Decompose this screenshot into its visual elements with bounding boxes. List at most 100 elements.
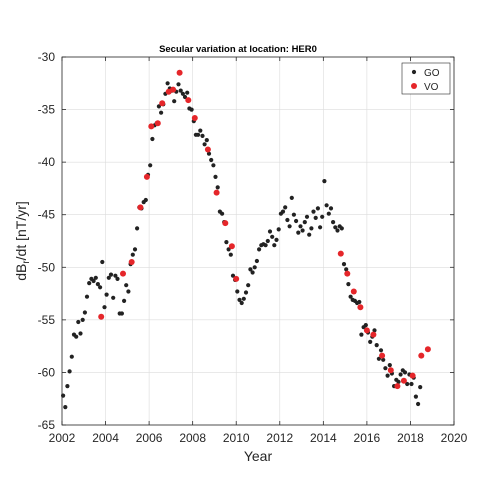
- data-point-go: [296, 230, 301, 235]
- x-tick-label: 2010: [223, 431, 250, 445]
- data-point-go: [215, 185, 220, 190]
- data-point-go: [220, 211, 225, 216]
- data-point-go: [111, 295, 116, 300]
- data-point-go: [113, 273, 118, 278]
- legend-label-go: GO: [424, 68, 440, 79]
- data-points: [61, 69, 431, 410]
- x-tick-label: 2006: [136, 431, 163, 445]
- data-point-go: [298, 224, 303, 229]
- data-point-go: [74, 334, 79, 339]
- data-point-go: [324, 203, 329, 208]
- data-point-go: [335, 228, 340, 233]
- data-point-go: [387, 363, 392, 368]
- legend-box: [401, 62, 451, 95]
- data-point-go: [285, 217, 290, 223]
- data-point-vo: [357, 304, 364, 311]
- data-point-go: [291, 212, 296, 217]
- data-point-go: [322, 179, 327, 184]
- legend-marker-vo: [411, 83, 417, 89]
- data-point-vo: [379, 352, 386, 359]
- y-tick-label: -65: [38, 418, 56, 432]
- data-point-go: [124, 283, 129, 288]
- data-point-go: [374, 343, 379, 348]
- data-point-go: [416, 401, 421, 407]
- data-point-go: [385, 373, 390, 378]
- data-point-go: [283, 205, 288, 210]
- x-tick-label: 2016: [354, 431, 381, 445]
- y-tick-label: -35: [38, 103, 56, 117]
- data-point-go: [304, 214, 310, 219]
- data-point-go: [185, 90, 190, 95]
- data-point-go: [91, 278, 96, 284]
- data-point-go: [126, 289, 131, 294]
- data-point-go: [413, 394, 418, 399]
- legend-marker-go: [411, 69, 417, 75]
- data-point-vo: [337, 250, 344, 257]
- data-point-go: [341, 262, 347, 267]
- data-point-go: [241, 296, 246, 301]
- data-point-go: [202, 142, 207, 147]
- data-point-go: [211, 163, 216, 168]
- data-point-vo: [170, 86, 177, 93]
- data-point-go: [363, 323, 368, 328]
- data-point-go: [200, 133, 205, 138]
- data-point-go: [378, 348, 384, 353]
- data-point-go: [82, 310, 87, 315]
- data-point-go: [182, 94, 188, 100]
- data-point-vo: [228, 243, 235, 250]
- plot-frame: [61, 56, 455, 426]
- data-point-go: [257, 247, 262, 252]
- data-point-go: [176, 82, 181, 87]
- data-point-go: [265, 238, 270, 244]
- data-point-go: [320, 214, 325, 219]
- data-point-go: [272, 243, 277, 248]
- data-point-vo: [128, 259, 135, 265]
- x-tick-label: 2020: [441, 431, 468, 445]
- data-point-go: [178, 88, 183, 93]
- data-point-go: [418, 385, 423, 390]
- data-point-vo: [394, 383, 401, 390]
- data-point-go: [69, 354, 74, 359]
- data-point-go: [250, 270, 255, 275]
- data-point-go: [150, 136, 155, 142]
- series-vo: [98, 69, 431, 390]
- data-point-go: [398, 372, 403, 377]
- data-point-go: [189, 107, 194, 112]
- data-point-go: [328, 206, 334, 211]
- data-point-vo: [409, 372, 416, 379]
- data-point-go: [339, 226, 344, 231]
- data-point-go: [372, 328, 377, 333]
- data-point-go: [311, 209, 316, 214]
- data-point-go: [263, 243, 268, 248]
- data-point-go: [359, 332, 364, 337]
- data-point-go: [165, 81, 170, 86]
- data-point-go: [344, 267, 349, 272]
- data-point-go: [331, 220, 336, 225]
- data-point-go: [309, 226, 314, 231]
- data-point-go: [287, 224, 292, 229]
- data-point-vo: [137, 204, 144, 211]
- data-point-go: [180, 91, 185, 96]
- data-point-go: [239, 300, 244, 306]
- data-point-go: [156, 104, 161, 109]
- data-point-go: [78, 331, 83, 336]
- data-point-vo: [191, 115, 198, 121]
- data-point-go: [198, 128, 203, 133]
- data-point-go: [326, 211, 331, 216]
- data-point-go: [300, 228, 305, 233]
- y-axis-label-main: dB: [13, 264, 29, 281]
- data-point-go: [302, 220, 307, 225]
- data-point-go: [100, 259, 105, 265]
- chart-title: Secular variation at location: HER0: [159, 44, 317, 55]
- data-point-go: [159, 110, 164, 115]
- series-go: [61, 81, 423, 410]
- data-point-go: [402, 370, 408, 375]
- axis-ticks: 2002 2004 2006 2008 2010 2012 2014 2016 2018 2020…: [38, 50, 468, 445]
- data-point-go: [65, 384, 70, 389]
- data-point-vo: [143, 173, 150, 180]
- data-point-go: [294, 218, 299, 224]
- y-tick-label: -60: [38, 365, 56, 379]
- data-point-go: [204, 138, 209, 143]
- data-point-go: [405, 381, 410, 387]
- data-point-go: [228, 252, 233, 257]
